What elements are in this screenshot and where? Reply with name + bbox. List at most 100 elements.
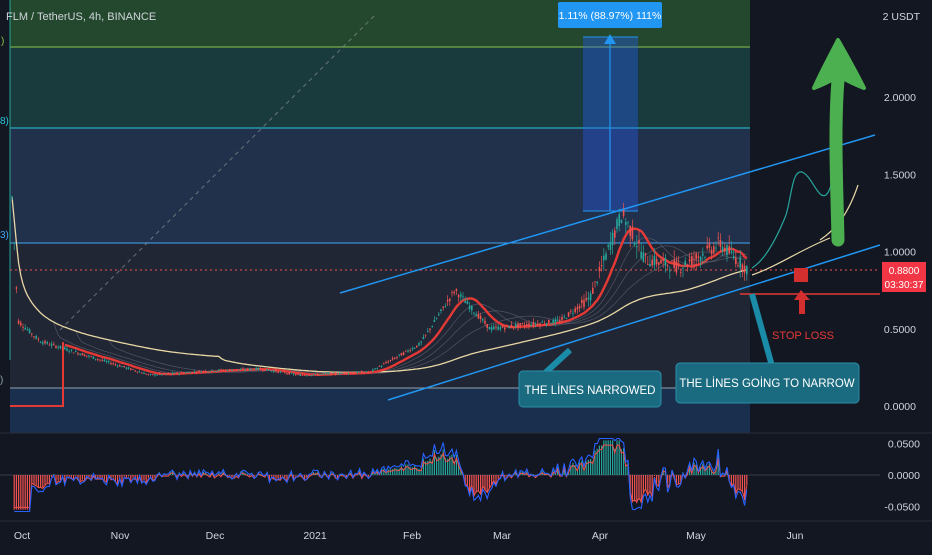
candle-body [273, 370, 275, 373]
candle-body [581, 299, 583, 304]
candle-body [427, 331, 429, 332]
candle-body [257, 367, 260, 370]
candle-body [684, 261, 686, 266]
candle-body [268, 370, 271, 372]
channel-upper-line[interactable] [339, 134, 876, 294]
candle-body [741, 264, 744, 271]
candle-body [721, 247, 724, 252]
price-tag [882, 262, 926, 292]
candle-body [620, 219, 623, 223]
candle-body [180, 372, 183, 374]
candle-body [66, 348, 68, 351]
candle-body [691, 256, 693, 265]
candle-body [242, 368, 244, 370]
candle-body [209, 371, 211, 373]
candle-body [695, 253, 697, 260]
time-axis[interactable]: Oct Nov Dec 2021 Feb Mar Apr May Jun [14, 530, 804, 542]
time-tick: May [686, 530, 707, 542]
candle-body [59, 345, 62, 349]
candle-body [105, 361, 108, 362]
price-axis[interactable]: 2.0000 1.5000 1.0000 0.5000 0.0000 [884, 92, 916, 413]
callout-narrowed[interactable] [518, 370, 662, 408]
candle-body [372, 369, 374, 371]
fib-label-1: ) [1, 36, 4, 47]
candle-body [374, 368, 376, 370]
fib-label-4: ) [0, 375, 3, 386]
oscillator-pane[interactable] [0, 437, 880, 513]
candle-body [475, 314, 477, 317]
candle-body [138, 371, 141, 373]
candle-body [160, 374, 163, 375]
candle-body [334, 372, 337, 374]
candle-body [224, 369, 227, 371]
candle-body [702, 253, 704, 256]
candle-body [380, 366, 383, 367]
candle-body [673, 259, 675, 268]
candle-body [598, 267, 601, 272]
candle-body [77, 352, 79, 355]
candle-body [90, 356, 92, 358]
candle-body [499, 327, 502, 330]
candle-body [17, 320, 20, 324]
candle-body [369, 371, 372, 372]
candle-body [490, 327, 493, 331]
candle-body [567, 312, 570, 317]
time-tick: 2021 [303, 530, 327, 542]
price-tick: 0.5000 [884, 324, 916, 336]
osc-tick: -0.0500 [884, 502, 920, 514]
big-green-arrow-shaft [829, 73, 845, 247]
symbol-line[interactable]: FLM / TetherUS, 4h, BINANCE [6, 11, 156, 23]
candle-body [589, 293, 592, 301]
stop-loss-marker[interactable] [794, 268, 808, 282]
candle-body [462, 296, 464, 298]
candle-body [715, 247, 717, 249]
candle-body [457, 295, 460, 298]
candle-body [664, 257, 667, 266]
candle-body [55, 345, 57, 348]
candle-body [699, 257, 702, 261]
candle-body [495, 326, 497, 328]
candle-body [710, 249, 713, 254]
candle-body [244, 369, 246, 371]
candle-body [130, 368, 132, 370]
candle-body [400, 353, 403, 356]
candle-body [627, 222, 629, 224]
time-tick: Oct [14, 530, 30, 542]
fib-zone-3 [10, 128, 750, 243]
candle-body [519, 323, 521, 326]
projection-ma-cream [751, 237, 831, 276]
candle-body [541, 321, 543, 323]
candle-body [517, 323, 519, 328]
candle-body [501, 325, 504, 328]
candle-body [251, 368, 253, 370]
candle-body [693, 259, 695, 261]
candle-body [86, 355, 88, 357]
candle-body [655, 258, 658, 265]
candle-body [154, 374, 156, 376]
candle-body [570, 311, 572, 312]
candle-body [559, 320, 561, 323]
candle-body [561, 317, 563, 321]
candle-body [350, 372, 352, 374]
candle-body [295, 374, 297, 376]
ma-ribbon-line [11, 196, 747, 374]
candle-body [70, 349, 73, 351]
callout-going[interactable] [675, 362, 860, 404]
candle-body [213, 371, 216, 373]
candle-body [33, 336, 35, 338]
candle-body [563, 316, 565, 318]
candle-body [394, 357, 396, 359]
candle-body [193, 371, 196, 373]
candle-body [37, 339, 40, 341]
currency-unit[interactable]: 2 USDT [883, 11, 921, 23]
candle-body [136, 371, 139, 373]
candles[interactable] [11, 195, 748, 377]
candle-body [187, 372, 189, 373]
candle-body [385, 362, 387, 364]
diagonal-dashed-line[interactable] [59, 14, 376, 331]
candle-body [361, 371, 363, 374]
candle-body [114, 364, 117, 366]
candle-body [446, 300, 449, 302]
candle-body [431, 326, 433, 327]
